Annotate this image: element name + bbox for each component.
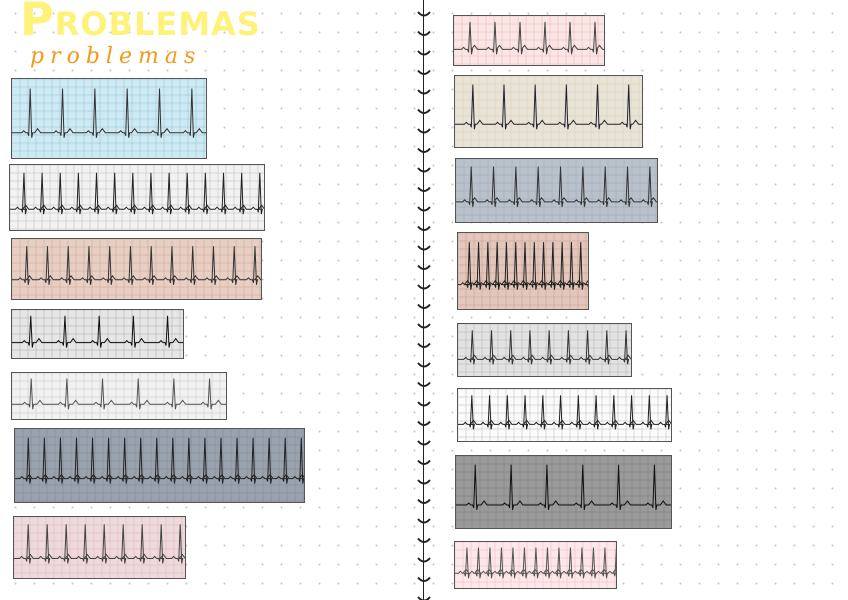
ecg-strip-image	[457, 232, 589, 310]
ecg-trace	[10, 172, 264, 215]
ecg-trace	[12, 378, 226, 410]
notebook-spine	[423, 0, 424, 600]
ring-hook-icon	[417, 186, 431, 192]
ring-hook-icon	[417, 381, 431, 387]
ring-hook-icon	[417, 576, 431, 582]
ecg-trace	[456, 166, 657, 207]
ring-hook-icon	[417, 206, 431, 212]
ring-hook-icon	[417, 518, 431, 524]
ring-hook-icon	[417, 537, 431, 543]
ecg-strip-image	[454, 75, 643, 148]
ring-hook-icon	[417, 362, 431, 368]
ecg-strip-image	[455, 455, 672, 529]
ring-hook-icon	[417, 303, 431, 309]
ecg-trace	[455, 547, 616, 579]
ring-hook-icon	[417, 459, 431, 465]
ecg-strip-image	[454, 541, 617, 589]
ecg-trace	[12, 315, 183, 348]
ring-hook-icon	[417, 342, 431, 348]
ring-hook-icon	[417, 69, 431, 75]
ring-hook-icon	[417, 557, 431, 563]
ring-hook-icon	[417, 420, 431, 426]
ring-hook-icon	[417, 323, 431, 329]
binder-rings	[417, 11, 431, 600]
ecg-strip-image	[9, 164, 265, 231]
ecg-strip-image	[14, 428, 305, 503]
ring-hook-icon	[417, 284, 431, 290]
ring-hook-icon	[417, 11, 431, 17]
ecg-strip-image	[11, 372, 227, 420]
ecg-strip-image	[453, 15, 605, 66]
ecg-trace	[458, 395, 671, 430]
ecg-strip-image	[455, 158, 658, 223]
ring-hook-icon	[417, 30, 431, 36]
ecg-strip-image	[457, 323, 632, 377]
ring-hook-icon	[417, 245, 431, 251]
ring-hook-icon	[417, 498, 431, 504]
ring-hook-icon	[417, 89, 431, 95]
ring-hook-icon	[417, 50, 431, 56]
ring-hook-icon	[417, 147, 431, 153]
ring-hook-icon	[417, 440, 431, 446]
ring-hook-icon	[417, 225, 431, 231]
ecg-trace	[12, 246, 261, 285]
ring-hook-icon	[417, 108, 431, 114]
ecg-trace	[14, 524, 185, 564]
ring-hook-icon	[417, 264, 431, 270]
ecg-strip-image	[11, 78, 207, 159]
ecg-trace	[454, 21, 604, 55]
ring-hook-icon	[417, 479, 431, 485]
ecg-trace	[12, 88, 206, 138]
ring-hook-icon	[417, 596, 431, 600]
page-title-script: problemas	[30, 44, 202, 69]
ecg-trace	[458, 330, 631, 365]
ecg-trace	[456, 464, 671, 511]
ring-hook-icon	[417, 167, 431, 173]
ecg-strip-image	[13, 516, 186, 579]
ecg-trace	[455, 84, 642, 130]
ring-hook-icon	[417, 128, 431, 134]
ring-hook-icon	[417, 401, 431, 407]
ecg-strip-image	[11, 309, 184, 359]
ecg-strip-image	[11, 238, 262, 300]
ecg-strip-image	[457, 388, 672, 442]
ecg-trace	[15, 437, 304, 484]
ecg-trace	[458, 242, 588, 290]
page-title: Problemas	[20, 0, 261, 46]
